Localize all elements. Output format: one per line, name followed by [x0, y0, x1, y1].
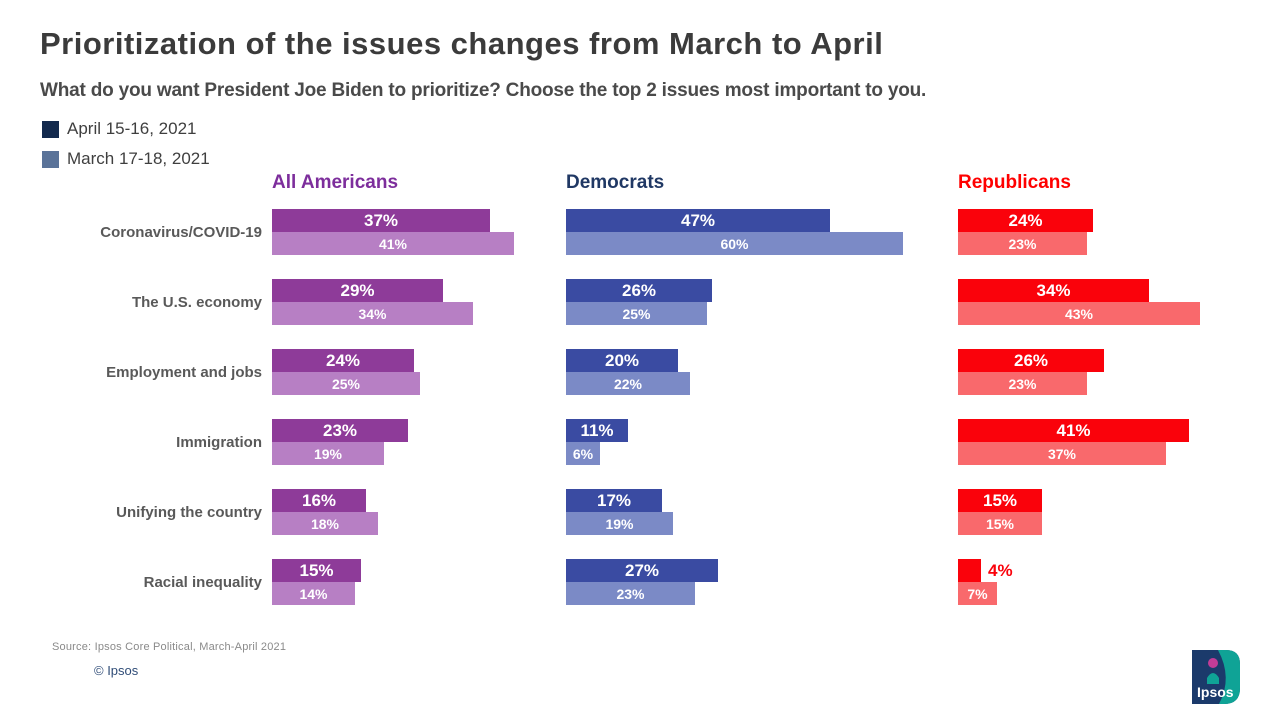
bar-april: 17% [566, 489, 662, 512]
bar-april: 24% [958, 209, 1093, 232]
bar-april: 41% [958, 419, 1189, 442]
bar-value-label: 29% [340, 280, 375, 300]
bar-april: 20% [566, 349, 678, 372]
bar-value-label: 27% [624, 560, 660, 580]
bar-april: 15% [958, 489, 1042, 512]
bar-value-label: 25% [331, 375, 361, 392]
bar-value-label: 16% [301, 490, 337, 510]
bar-march: 25% [272, 372, 420, 395]
bar-value-label: 37% [363, 210, 399, 230]
bar-value-label: 37% [1047, 445, 1077, 462]
row-label: Coronavirus/COVID-19 [100, 223, 262, 241]
bar-value-label: 24% [325, 350, 361, 370]
bar-value-label: 19% [605, 515, 634, 532]
bar-value-label: 6% [572, 445, 594, 462]
bar-value-label: 19% [313, 445, 343, 462]
legend-item-march: March 17-18, 2021 [42, 144, 210, 174]
group-header: Republicans [958, 172, 1071, 193]
ipsos-logo: Ipsos [1192, 650, 1240, 704]
bar-value-label: 17% [596, 490, 632, 510]
bar-value-label: 22% [613, 375, 643, 392]
bar-march: 22% [566, 372, 690, 395]
bar-april: 27% [566, 559, 718, 582]
bar-march: 6% [566, 442, 600, 465]
bar-value-label: 14% [299, 585, 328, 602]
bar-march: 23% [566, 582, 695, 605]
bar-value-label: 23% [322, 420, 358, 440]
bar-march: 15% [958, 512, 1042, 535]
group-header: Democrats [566, 172, 665, 193]
bar-value-label: 26% [621, 280, 657, 300]
bar-value-label: 43% [1064, 305, 1094, 322]
bar-march: 19% [566, 512, 673, 535]
page-subtitle: What do you want President Joe Biden to … [40, 80, 927, 101]
bar-value-label: 23% [616, 585, 645, 602]
row-label: Unifying the country [116, 503, 262, 521]
bar-value-label: 34% [1036, 280, 1071, 300]
bar-value-label: 15% [299, 560, 334, 580]
bar-march: 14% [272, 582, 355, 605]
row-label: Racial inequality [143, 573, 262, 591]
bar-march: 60% [566, 232, 903, 255]
bar-value-label: 26% [1013, 350, 1049, 370]
row-label: Immigration [176, 433, 262, 451]
bar-value-label: 20% [604, 350, 640, 370]
bar-march: 23% [958, 232, 1087, 255]
bar-value-label: 11% [580, 420, 614, 440]
bar-april [958, 559, 981, 582]
chart-legend: April 15-16, 2021 March 17-18, 2021 [42, 114, 210, 174]
bar-value-label: 41% [378, 235, 408, 252]
bar-april: 23% [272, 419, 408, 442]
bar-march: 19% [272, 442, 384, 465]
legend-label-april: April 15-16, 2021 [67, 119, 197, 138]
bar-march: 37% [958, 442, 1166, 465]
legend-item-april: April 15-16, 2021 [42, 114, 210, 144]
bar-value-label: 4% [988, 561, 1013, 580]
row-label: The U.S. economy [131, 293, 262, 311]
legend-swatch-march [42, 150, 59, 168]
bar-april: 26% [566, 279, 712, 302]
bar-march: 41% [272, 232, 514, 255]
svg-text:Ipsos: Ipsos [1197, 684, 1234, 700]
bar-value-label: 23% [1008, 235, 1037, 252]
bar-value-label: 23% [1008, 375, 1037, 392]
bar-april: 16% [272, 489, 366, 512]
bar-april: 29% [272, 279, 443, 302]
bar-april: 37% [272, 209, 490, 232]
bar-march: 7% [958, 582, 997, 605]
bar-march: 18% [272, 512, 378, 535]
page-title: Prioritization of the issues changes fro… [40, 26, 884, 61]
bar-march: 23% [958, 372, 1087, 395]
bar-value-label: 47% [680, 210, 716, 230]
row-label: Employment and jobs [106, 363, 262, 381]
legend-swatch-april [42, 120, 59, 138]
bar-value-label: 15% [982, 490, 1018, 510]
bar-april: 24% [272, 349, 414, 372]
copyright-note: © Ipsos [94, 663, 139, 678]
bar-value-label: 25% [622, 305, 651, 322]
legend-label-march: March 17-18, 2021 [67, 149, 210, 168]
bar-value-label: 7% [967, 585, 988, 602]
bar-value-label: 60% [720, 235, 749, 252]
bar-march: 43% [958, 302, 1200, 325]
bar-april: 11% [566, 419, 628, 442]
bar-value-label: 15% [985, 515, 1015, 532]
bar-value-label: 41% [1056, 420, 1091, 440]
bar-value-label: 34% [358, 305, 387, 322]
bar-april: 15% [272, 559, 361, 582]
group-header: All Americans [272, 172, 399, 193]
bar-value-label: 18% [310, 515, 340, 532]
bar-march: 25% [566, 302, 707, 325]
bar-april: 26% [958, 349, 1104, 372]
bar-april: 47% [566, 209, 830, 232]
bar-value-label: 24% [1008, 210, 1043, 230]
bar-march: 34% [272, 302, 473, 325]
bar-april: 34% [958, 279, 1149, 302]
source-note: Source: Ipsos Core Political, March-Apri… [52, 641, 287, 653]
